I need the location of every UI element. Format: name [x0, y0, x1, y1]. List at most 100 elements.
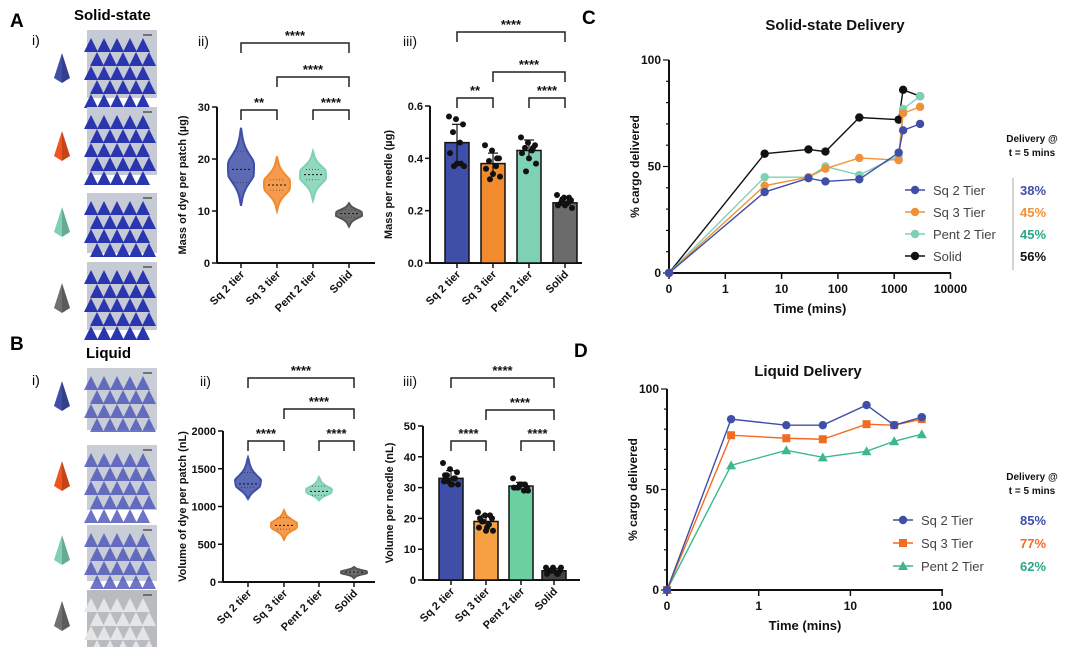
photo-needle	[110, 298, 124, 312]
x-tick-label: 10	[775, 282, 789, 296]
needle-shade	[62, 283, 70, 313]
photo-needle	[142, 129, 156, 143]
photo-needle	[90, 129, 104, 143]
photo-needle	[116, 467, 130, 481]
photo-needle	[136, 270, 150, 284]
delivery-percent: 45%	[1020, 205, 1046, 220]
significance-label: ****	[326, 426, 347, 441]
photo-needle	[123, 453, 137, 467]
y-axis-label: % cargo delivered	[628, 115, 642, 218]
circle-marker	[818, 420, 827, 430]
photo-needle	[97, 481, 111, 495]
photo-needle	[142, 390, 156, 404]
violin	[298, 147, 328, 205]
photo-needle	[103, 243, 117, 257]
needle-body	[54, 53, 70, 83]
photo-needle	[110, 326, 124, 340]
photo-needle	[97, 171, 111, 185]
photo-needle	[90, 418, 104, 432]
data-point	[446, 113, 452, 120]
photo-needle	[110, 143, 124, 157]
x-tick-label: 1000	[881, 282, 908, 296]
y-tick-label: 30	[404, 483, 416, 495]
photo-needle	[123, 38, 137, 52]
photo-needle	[103, 575, 117, 589]
significance-bracket	[283, 408, 355, 419]
legend-item: Solid 56%	[905, 249, 1046, 264]
photo-needle	[97, 404, 111, 418]
circle-marker	[662, 585, 672, 595]
photo-needle	[142, 467, 156, 481]
panel-sub-label: ii)	[198, 33, 209, 49]
photo-needle	[103, 390, 117, 404]
photo-needle	[110, 376, 124, 390]
needle-shade	[62, 207, 70, 237]
significance-bracket	[520, 440, 555, 451]
photo-needle	[97, 598, 111, 612]
photo-needle	[84, 201, 98, 215]
photo-needle	[129, 612, 143, 626]
photo-needle	[90, 80, 104, 94]
data-point	[482, 512, 488, 519]
y-tick-label: 1500	[192, 464, 216, 476]
photo-needle	[136, 376, 150, 390]
x-tick-label: 100	[932, 599, 952, 613]
photo-needle	[84, 533, 98, 547]
photo-needle	[97, 626, 111, 640]
data-point	[447, 150, 453, 157]
x-tick-label: Sq 2 tier	[215, 587, 255, 627]
photo-needle	[84, 38, 98, 52]
needle-icon-pent2	[54, 207, 70, 237]
photo-needle	[123, 561, 137, 575]
data-point	[460, 121, 466, 128]
photo-needle	[97, 115, 111, 129]
photo-needle	[84, 376, 98, 390]
photo-needle	[116, 215, 130, 229]
violin	[226, 127, 256, 206]
data-point	[442, 472, 448, 479]
legend-item: Sq 3 Tier 77%	[893, 536, 1046, 551]
data-point	[497, 173, 503, 180]
photo-needle	[84, 143, 98, 157]
data-point	[515, 484, 521, 491]
photo-needle	[136, 115, 150, 129]
photo-needle	[119, 640, 127, 647]
photo-needle	[84, 598, 98, 612]
bar	[438, 477, 464, 581]
legend-item: Pent 2 Tier 45%	[905, 227, 1046, 242]
data-point	[458, 160, 464, 167]
photo-needle	[132, 640, 140, 647]
photo-needle	[84, 298, 98, 312]
data-point	[510, 475, 516, 482]
photo-needle	[103, 495, 117, 509]
photo-needle	[129, 467, 143, 481]
circle-marker	[760, 172, 769, 182]
photo-needle	[90, 157, 104, 171]
needle-icon-liquid-solid	[54, 601, 70, 631]
photo-needle	[97, 229, 111, 243]
significance-bracket	[456, 97, 494, 108]
y-tick-label: 0	[654, 266, 661, 280]
bar	[508, 485, 534, 581]
needle-body	[54, 461, 70, 491]
circle-marker	[894, 115, 903, 124]
photo-needle	[136, 326, 150, 340]
needle-body	[54, 283, 70, 313]
photo-needle	[116, 52, 130, 66]
photo-needle	[123, 229, 137, 243]
photo-needle	[97, 326, 111, 340]
panel-label-a: A	[10, 11, 24, 32]
violin	[305, 475, 333, 502]
chart-B-iii: iii) 0 10 20 30 40 50 Volume per needle (nL) Sq …	[384, 363, 580, 632]
significance-label: ****	[321, 95, 342, 110]
legend-label: Sq 2 Tier	[921, 513, 974, 528]
chart-title: Solid-state Delivery	[765, 17, 905, 34]
square-marker	[782, 434, 791, 443]
x-tick-label: 1	[722, 282, 729, 296]
photo-needle	[97, 376, 111, 390]
x-tick-label: 10	[844, 599, 858, 613]
panel-label-b: B	[10, 334, 24, 355]
panel-a-title: Solid-state	[74, 7, 151, 24]
significance-label: ****	[309, 394, 330, 409]
significance-label: ****	[458, 426, 479, 441]
